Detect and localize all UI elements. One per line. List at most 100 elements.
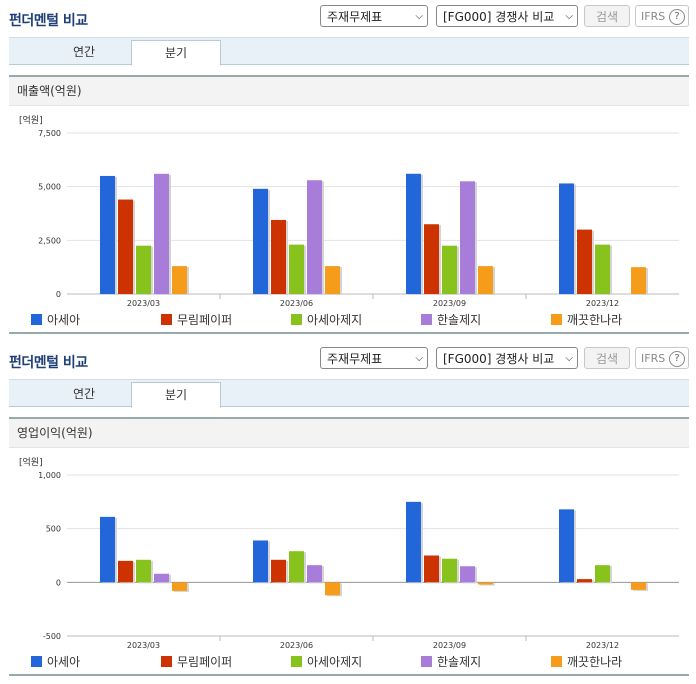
legend-label: 무림페이퍼 — [177, 313, 233, 327]
legend-label: 무림페이퍼 — [177, 655, 233, 669]
bar-2-0[interactable] — [406, 173, 421, 294]
bar-2-1[interactable] — [424, 224, 439, 294]
ifrs-button[interactable]: IFRS ? — [635, 347, 689, 369]
bar-1-2[interactable] — [289, 551, 304, 583]
legend-item-asia-paper: 아세아제지 — [291, 653, 362, 670]
legend-item-hansol: 한솔제지 — [421, 653, 481, 670]
x-tick-label: 2023/06 — [280, 299, 313, 308]
legend-swatch — [291, 656, 302, 667]
tab-annual[interactable]: 연간 — [72, 45, 96, 59]
bar-2-3[interactable] — [460, 566, 475, 583]
bar-3-0[interactable] — [559, 509, 574, 583]
legend-swatch — [421, 314, 432, 325]
bar-0-3[interactable] — [154, 573, 169, 583]
chevron-down-icon: ⌵ — [415, 11, 423, 22]
chevron-down-icon: ⌵ — [415, 353, 423, 364]
bar-1-0[interactable] — [253, 540, 268, 583]
bar-1-4[interactable] — [325, 266, 340, 294]
bar-2-2[interactable] — [442, 558, 457, 583]
y-tick-label: 500 — [46, 525, 61, 534]
bar-0-1[interactable] — [118, 199, 133, 294]
bar-2-1[interactable] — [424, 555, 439, 583]
y-tick-label: 0 — [56, 290, 61, 299]
x-tick-label: 2023/12 — [586, 641, 619, 650]
bar-0-4[interactable] — [172, 266, 187, 294]
x-tick-label: 2023/12 — [586, 299, 619, 308]
bar-1-1[interactable] — [271, 559, 286, 583]
tab-annual[interactable]: 연간 — [72, 387, 96, 401]
bar-0-2[interactable] — [136, 559, 151, 583]
bar-0-4[interactable] — [172, 582, 187, 591]
legend-swatch — [31, 656, 42, 667]
legend-label: 깨끗한나라 — [567, 655, 623, 669]
peer-select[interactable]: [FG000] 경쟁사 비교 ⌵ — [436, 5, 578, 27]
peer-select-value: [FG000] 경쟁사 비교 — [443, 352, 555, 366]
y-unit-label: [억원] — [19, 456, 43, 468]
bar-1-3[interactable] — [307, 180, 322, 294]
help-icon[interactable]: ? — [669, 351, 685, 367]
bar-0-1[interactable] — [118, 560, 133, 583]
bar-3-0[interactable] — [559, 183, 574, 294]
bar-1-4[interactable] — [325, 582, 340, 596]
legend-item-kleannara: 깨끗한나라 — [551, 311, 622, 328]
help-icon[interactable]: ? — [669, 9, 685, 25]
bar-1-3[interactable] — [307, 565, 322, 583]
tab-quarterly[interactable]: 분기 — [131, 382, 221, 408]
fundamental-section-revenue: 펀더멘털 비교 주재무제표 ⌵ [FG000] 경쟁사 비교 ⌵ 검색 IFRS… — [0, 0, 696, 327]
chevron-down-icon: ⌵ — [565, 11, 573, 22]
peer-select[interactable]: [FG000] 경쟁사 비교 ⌵ — [436, 347, 578, 369]
bar-3-4[interactable] — [631, 267, 646, 294]
section-divider — [9, 332, 689, 334]
tab-quarterly[interactable]: 분기 — [131, 40, 221, 66]
bar-0-0[interactable] — [100, 175, 115, 294]
legend-item-asia: 아세아 — [31, 653, 80, 670]
section-header: 펀더멘털 비교 주재무제표 ⌵ [FG000] 경쟁사 비교 ⌵ 검색 IFRS… — [0, 0, 696, 36]
bar-2-0[interactable] — [406, 501, 421, 583]
bar-2-4[interactable] — [478, 266, 493, 294]
statement-select-value: 주재무제표 — [327, 10, 383, 24]
bar-3-2[interactable] — [595, 565, 610, 583]
legend-item-asia-paper: 아세아제지 — [291, 311, 362, 328]
legend-swatch — [161, 314, 172, 325]
bar-1-2[interactable] — [289, 244, 304, 294]
search-button[interactable]: 검색 — [584, 347, 630, 369]
legend-swatch — [31, 314, 42, 325]
chart-panel: 매출액(억원) [억원] 0 2,500 5,000 7,500 2023/03 2023/… — [9, 75, 689, 331]
bar-0-3[interactable] — [154, 173, 169, 294]
section-title: 펀더멘털 비교 — [9, 13, 88, 29]
bar-2-4[interactable] — [478, 582, 493, 585]
ifrs-label: IFRS — [641, 352, 666, 365]
bar-3-1[interactable] — [577, 229, 592, 294]
x-tick-label: 2023/03 — [127, 299, 160, 308]
bar-1-0[interactable] — [253, 188, 268, 294]
section-header: 펀더멘털 비교 주재무제표 ⌵ [FG000] 경쟁사 비교 ⌵ 검색 IFRS… — [0, 342, 696, 378]
legend-swatch — [161, 656, 172, 667]
ifrs-button[interactable]: IFRS ? — [635, 5, 689, 27]
bar-0-0[interactable] — [100, 516, 115, 583]
statement-select[interactable]: 주재무제표 ⌵ — [320, 5, 428, 27]
bar-3-1[interactable] — [577, 579, 592, 583]
chart-panel: 영업이익(억원) [억원] -500 0 500 1,000 2023/03 2023/06… — [9, 417, 689, 673]
search-button[interactable]: 검색 — [584, 5, 630, 27]
legend-item-kleannara: 깨끗한나라 — [551, 653, 622, 670]
bar-3-2[interactable] — [595, 244, 610, 294]
x-tick-label: 2023/06 — [280, 641, 313, 650]
bar-2-3[interactable] — [460, 181, 475, 294]
y-tick-label: 0 — [56, 578, 61, 587]
bar-0-2[interactable] — [136, 245, 151, 294]
section-title: 펀더멘털 비교 — [9, 355, 88, 371]
legend-label: 한솔제지 — [437, 313, 482, 327]
section-divider — [9, 674, 689, 676]
bar-1-1[interactable] — [271, 219, 286, 294]
period-tabs: 연간 분기 — [9, 37, 689, 66]
legend-swatch — [291, 314, 302, 325]
bar-3-4[interactable] — [631, 582, 646, 590]
x-tick-label: 2023/03 — [127, 641, 160, 650]
legend-item-hansol: 한솔제지 — [421, 311, 481, 328]
legend-swatch — [551, 656, 562, 667]
y-tick-label: 5,000 — [38, 183, 61, 192]
bar-2-2[interactable] — [442, 245, 457, 294]
legend-swatch — [551, 314, 562, 325]
legend-label: 한솔제지 — [437, 655, 482, 669]
statement-select[interactable]: 주재무제표 ⌵ — [320, 347, 428, 369]
